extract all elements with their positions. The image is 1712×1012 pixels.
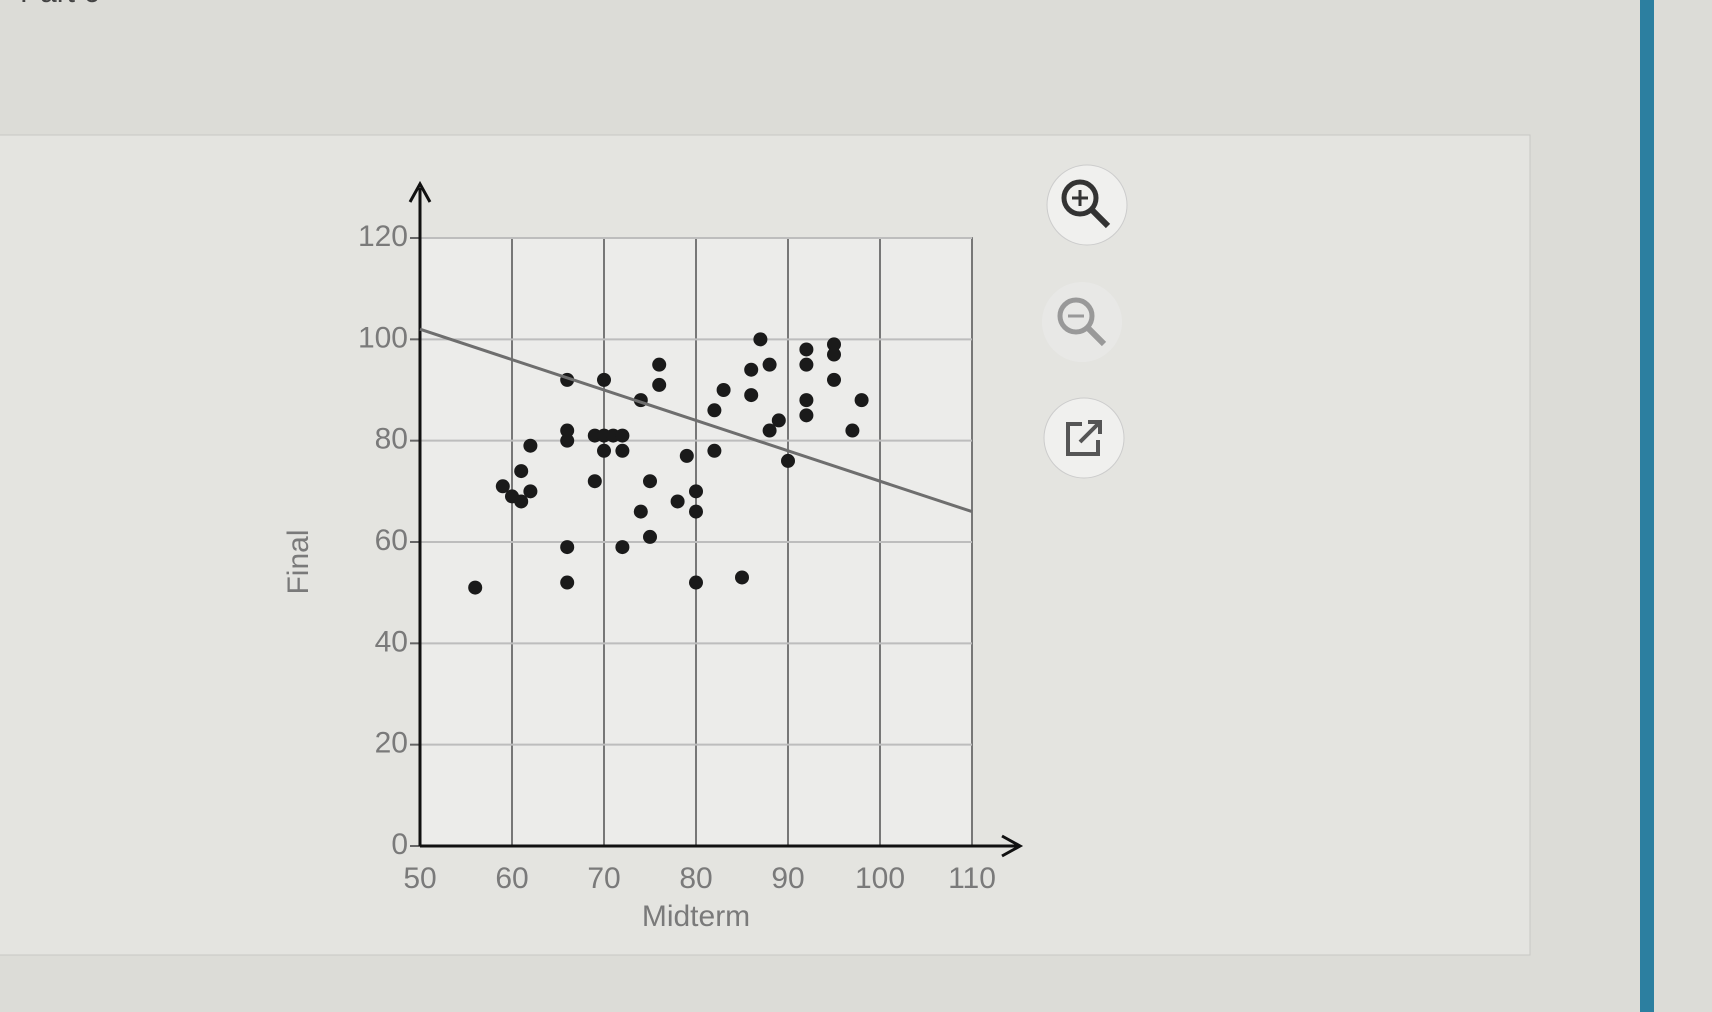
data-point <box>560 423 575 438</box>
data-point <box>762 423 777 438</box>
page-heading: Part 6 <box>20 0 100 9</box>
y-tick-label: 0 <box>391 828 408 861</box>
data-point <box>615 428 630 443</box>
data-point <box>827 372 841 387</box>
x-tick-label: 100 <box>855 862 905 895</box>
data-point <box>643 474 657 489</box>
data-point <box>744 388 759 403</box>
y-tick-label: 80 <box>375 423 408 456</box>
zoom-out-button[interactable] <box>1042 282 1122 362</box>
data-point <box>753 332 768 347</box>
x-axis-label: Midterm <box>642 900 750 933</box>
data-point <box>587 474 602 489</box>
data-point <box>652 357 667 372</box>
data-point <box>560 540 575 555</box>
data-point <box>689 504 703 519</box>
zoom-in-button[interactable] <box>1046 164 1128 246</box>
data-point <box>781 453 795 468</box>
data-point <box>597 443 611 458</box>
data-point <box>799 342 814 357</box>
data-point <box>468 580 483 595</box>
data-point <box>762 357 777 372</box>
data-point <box>827 337 841 352</box>
data-point <box>707 403 722 418</box>
y-axis-arrow <box>408 180 432 203</box>
data-point <box>560 575 575 590</box>
data-point <box>514 494 529 509</box>
x-tick-label: 80 <box>679 862 712 895</box>
chart: 50 60 70 80 90 100 110 0 20 40 60 80 100 120 Midterm Fi… <box>282 180 1024 933</box>
x-tick-label: 50 <box>403 862 436 895</box>
data-point <box>735 570 749 585</box>
x-tick-label: 60 <box>495 862 528 895</box>
x-axis-arrow <box>1001 834 1024 858</box>
data-point <box>799 357 814 372</box>
data-point <box>744 362 759 377</box>
data-point <box>771 413 786 428</box>
data-point <box>495 479 510 494</box>
data-point <box>652 377 667 392</box>
y-tick-label: 20 <box>375 727 408 760</box>
data-point <box>523 484 538 499</box>
data-point <box>679 448 694 463</box>
data-point <box>597 372 611 387</box>
x-tick-label: 70 <box>587 862 620 895</box>
data-point <box>845 423 860 438</box>
y-tick-label: 40 <box>375 625 408 658</box>
x-tick-label: 110 <box>948 862 996 895</box>
data-point <box>799 393 814 408</box>
data-point <box>560 433 575 448</box>
data-point <box>523 438 538 453</box>
data-point <box>615 443 630 458</box>
data-point <box>615 540 630 555</box>
y-axis-label: Final <box>282 529 315 594</box>
data-point <box>827 347 841 362</box>
y-tick-label: 100 <box>358 321 408 354</box>
open-external-button[interactable] <box>1043 397 1125 479</box>
data-point <box>670 494 685 509</box>
data-point <box>633 504 648 519</box>
data-point <box>716 383 731 397</box>
data-point <box>707 443 722 458</box>
x-tick-label: 90 <box>771 862 804 895</box>
data-point <box>689 575 703 590</box>
data-point <box>854 393 869 408</box>
fit-line <box>419 327 973 514</box>
window-edge <box>1640 0 1654 1012</box>
y-tick-label: 120 <box>358 220 408 253</box>
data-point <box>514 464 529 479</box>
data-point <box>799 408 814 423</box>
data-point <box>643 529 657 544</box>
y-tick-label: 60 <box>375 524 408 557</box>
data-point <box>689 484 703 499</box>
